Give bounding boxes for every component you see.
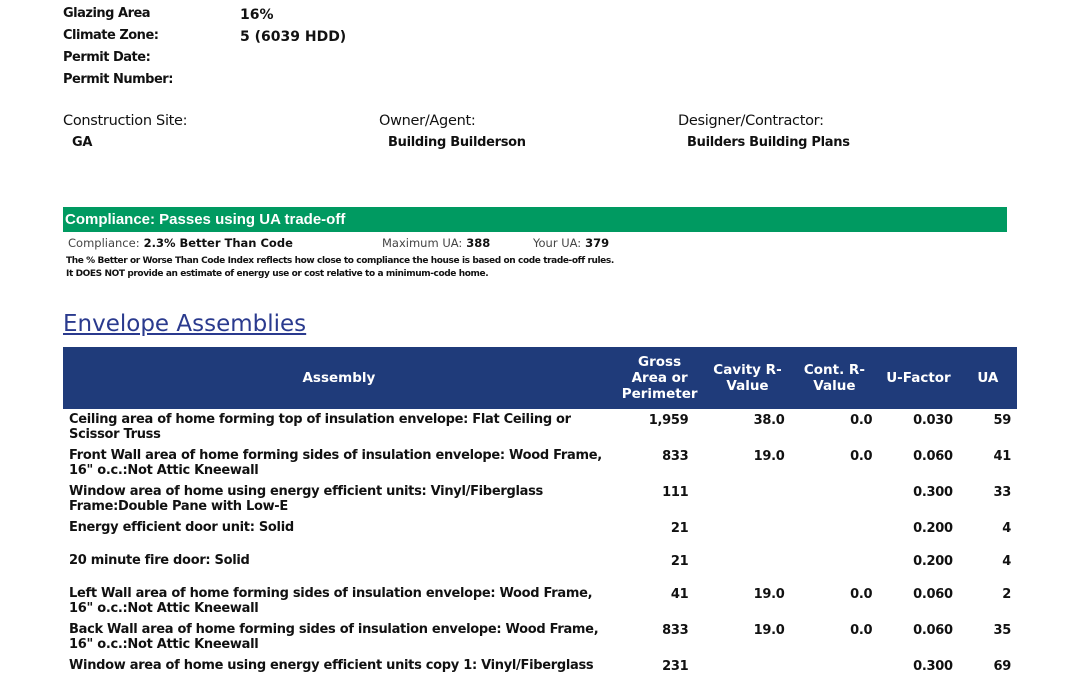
value-cell: 69 xyxy=(993,659,1012,674)
your-ua-label: Your UA: xyxy=(533,236,582,250)
value-cell: 0.030 xyxy=(913,413,953,428)
project-info: Glazing Area 16% Climate Zone: 5 (6039 HDD… xyxy=(63,6,363,94)
value-cell: 0.300 xyxy=(913,485,953,500)
column-header: UA xyxy=(958,347,1017,409)
table-row: Left Wall area of home forming sides of … xyxy=(63,583,1017,619)
info-label: Glazing Area xyxy=(63,6,151,21)
value-cell: 33 xyxy=(993,485,1012,500)
value-cell: 19.0 xyxy=(753,587,785,602)
value-cell: 833 xyxy=(662,449,689,464)
envelope-assemblies-table: Assembly Gross Area or Perimeter Cavity R-… xyxy=(63,347,1017,688)
value-cell xyxy=(791,517,879,550)
table-row: Window area of home using energy efficie… xyxy=(63,481,1017,517)
assembly-cell: Left Wall area of home forming sides of … xyxy=(69,586,593,616)
assembly-cell: Back Wall area of home forming sides of … xyxy=(69,622,599,652)
assembly-cell: Front Wall area of home forming sides of… xyxy=(69,448,602,478)
value-cell: 21 xyxy=(670,521,689,536)
column-header: U-Factor xyxy=(878,347,959,409)
table-row: Ceiling area of home forming top of insu… xyxy=(63,409,1017,445)
construction-site: Construction Site: GA xyxy=(63,113,188,150)
value-cell: 0.060 xyxy=(913,449,953,464)
value-cell: 0.060 xyxy=(913,587,953,602)
value-cell: 0.200 xyxy=(913,521,953,536)
value-cell: 1,959 xyxy=(648,413,689,428)
party-name: Builders Building Plans xyxy=(687,135,850,150)
info-label: Permit Number: xyxy=(63,72,173,87)
value-cell: 0.0 xyxy=(850,449,873,464)
info-label: Permit Date: xyxy=(63,50,151,65)
assembly-cell: Energy efficient door unit: Solid xyxy=(69,520,294,535)
value-cell: 59 xyxy=(993,413,1012,428)
value-cell xyxy=(791,481,879,517)
owner-agent: Owner/Agent: Building Builderson xyxy=(379,113,526,150)
your-ua-value: 379 xyxy=(585,236,610,250)
column-header: Assembly xyxy=(63,347,615,409)
value-cell: 19.0 xyxy=(753,623,785,638)
value-cell: 35 xyxy=(993,623,1012,638)
compliance-value: 2.3% Better Than Code xyxy=(143,236,293,250)
column-header: Gross Area or Perimeter xyxy=(614,347,705,409)
table-row: Front Wall area of home forming sides of… xyxy=(63,445,1017,481)
value-cell: 41 xyxy=(670,587,689,602)
value-cell: 38.0 xyxy=(753,413,785,428)
assembly-cell: Ceiling area of home forming top of insu… xyxy=(69,412,571,442)
value-cell xyxy=(704,655,790,688)
value-cell: 0.060 xyxy=(913,623,953,638)
info-value: 16% xyxy=(240,7,274,23)
table-row: Window area of home using energy efficie… xyxy=(63,655,1017,688)
assembly-cell: Window area of home using energy efficie… xyxy=(69,484,543,514)
column-header: Cavity R-Value xyxy=(704,347,791,409)
value-cell xyxy=(704,517,790,550)
value-cell: 0.200 xyxy=(913,554,953,569)
max-ua-value: 388 xyxy=(466,236,491,250)
value-cell: 0.300 xyxy=(913,659,953,674)
value-cell: 0.0 xyxy=(850,413,873,428)
party-name: Building Builderson xyxy=(388,135,526,150)
value-cell: 4 xyxy=(1002,521,1011,536)
value-cell: 0.0 xyxy=(850,587,873,602)
your-ua: Your UA: 379 xyxy=(533,236,609,250)
value-cell: 111 xyxy=(662,485,689,500)
compliance-label: Compliance: xyxy=(68,236,140,250)
info-value: 5 (6039 HDD) xyxy=(240,29,347,45)
max-ua: Maximum UA: 388 xyxy=(382,236,490,250)
value-cell: 2 xyxy=(1002,587,1011,602)
section-title: Envelope Assemblies xyxy=(63,311,307,337)
party-label: Owner/Agent: xyxy=(379,113,476,129)
value-cell xyxy=(704,550,790,583)
value-cell: 833 xyxy=(662,623,689,638)
table-row: 20 minute fire door: Solid 21 0.200 4 xyxy=(63,550,1017,583)
value-cell xyxy=(791,550,879,583)
compliance-note: It DOES NOT provide an estimate of energ… xyxy=(66,269,489,279)
value-cell xyxy=(704,481,790,517)
value-cell: 4 xyxy=(1002,554,1011,569)
value-cell: 0.0 xyxy=(850,623,873,638)
assembly-cell: Window area of home using energy efficie… xyxy=(69,658,594,673)
party-label: Designer/Contractor: xyxy=(678,113,824,129)
max-ua-label: Maximum UA: xyxy=(382,236,463,250)
party-name: GA xyxy=(72,135,93,150)
table-row: Back Wall area of home forming sides of … xyxy=(63,619,1017,655)
value-cell: 41 xyxy=(993,449,1012,464)
table-row: Energy efficient door unit: Solid 21 0.200… xyxy=(63,517,1017,550)
value-cell xyxy=(791,655,879,688)
value-cell: 231 xyxy=(662,659,689,674)
column-header: Cont. R-Value xyxy=(790,347,879,409)
compliance-banner: Compliance: Passes using UA trade-off xyxy=(63,207,1007,232)
compliance-index: Compliance: 2.3% Better Than Code xyxy=(68,236,293,250)
designer-contractor: Designer/Contractor: Builders Building Pl… xyxy=(678,113,850,150)
compliance-note: The % Better or Worse Than Code Index re… xyxy=(66,256,614,266)
info-label: Climate Zone: xyxy=(63,28,159,43)
assembly-cell: 20 minute fire door: Solid xyxy=(69,553,250,568)
value-cell: 21 xyxy=(670,554,689,569)
value-cell: 19.0 xyxy=(753,449,785,464)
party-label: Construction Site: xyxy=(63,113,188,129)
